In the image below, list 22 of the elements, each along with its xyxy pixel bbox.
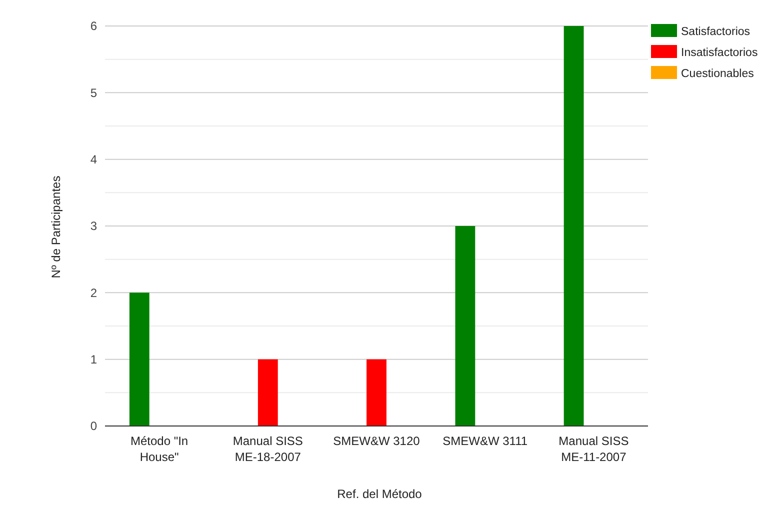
x-tick-label: Manual SISS ME-18-2007 — [232, 434, 303, 464]
legend-label: Cuestionables — [681, 68, 754, 80]
y-tick-label: 4 — [90, 152, 98, 167]
x-axis-title: Ref. del Método — [337, 487, 422, 501]
legend-label: Insatisfactorios — [681, 47, 758, 60]
bar — [455, 226, 476, 426]
y-axis-title: Nº de Participantes — [49, 176, 63, 278]
x-tick-label: SMEW&W 3111 — [442, 434, 528, 448]
x-tick-label: SMEW&W 3120 — [333, 434, 420, 448]
legend-label: Satisfactorios — [681, 26, 750, 38]
y-tick-label: 3 — [90, 219, 98, 234]
y-tick-label: 1 — [90, 352, 98, 367]
bar — [366, 359, 386, 426]
bar — [258, 359, 278, 426]
bar — [129, 292, 150, 426]
x-tick-label: Método "In House" — [130, 434, 188, 464]
y-tick-label: 0 — [90, 419, 98, 434]
y-tick-label: 2 — [90, 286, 98, 300]
x-tick-label: Manual SISS ME-11-2007 — [558, 434, 629, 464]
bar — [564, 26, 584, 426]
y-tick-label: 5 — [90, 86, 98, 100]
y-tick-label: 6 — [90, 19, 98, 34]
